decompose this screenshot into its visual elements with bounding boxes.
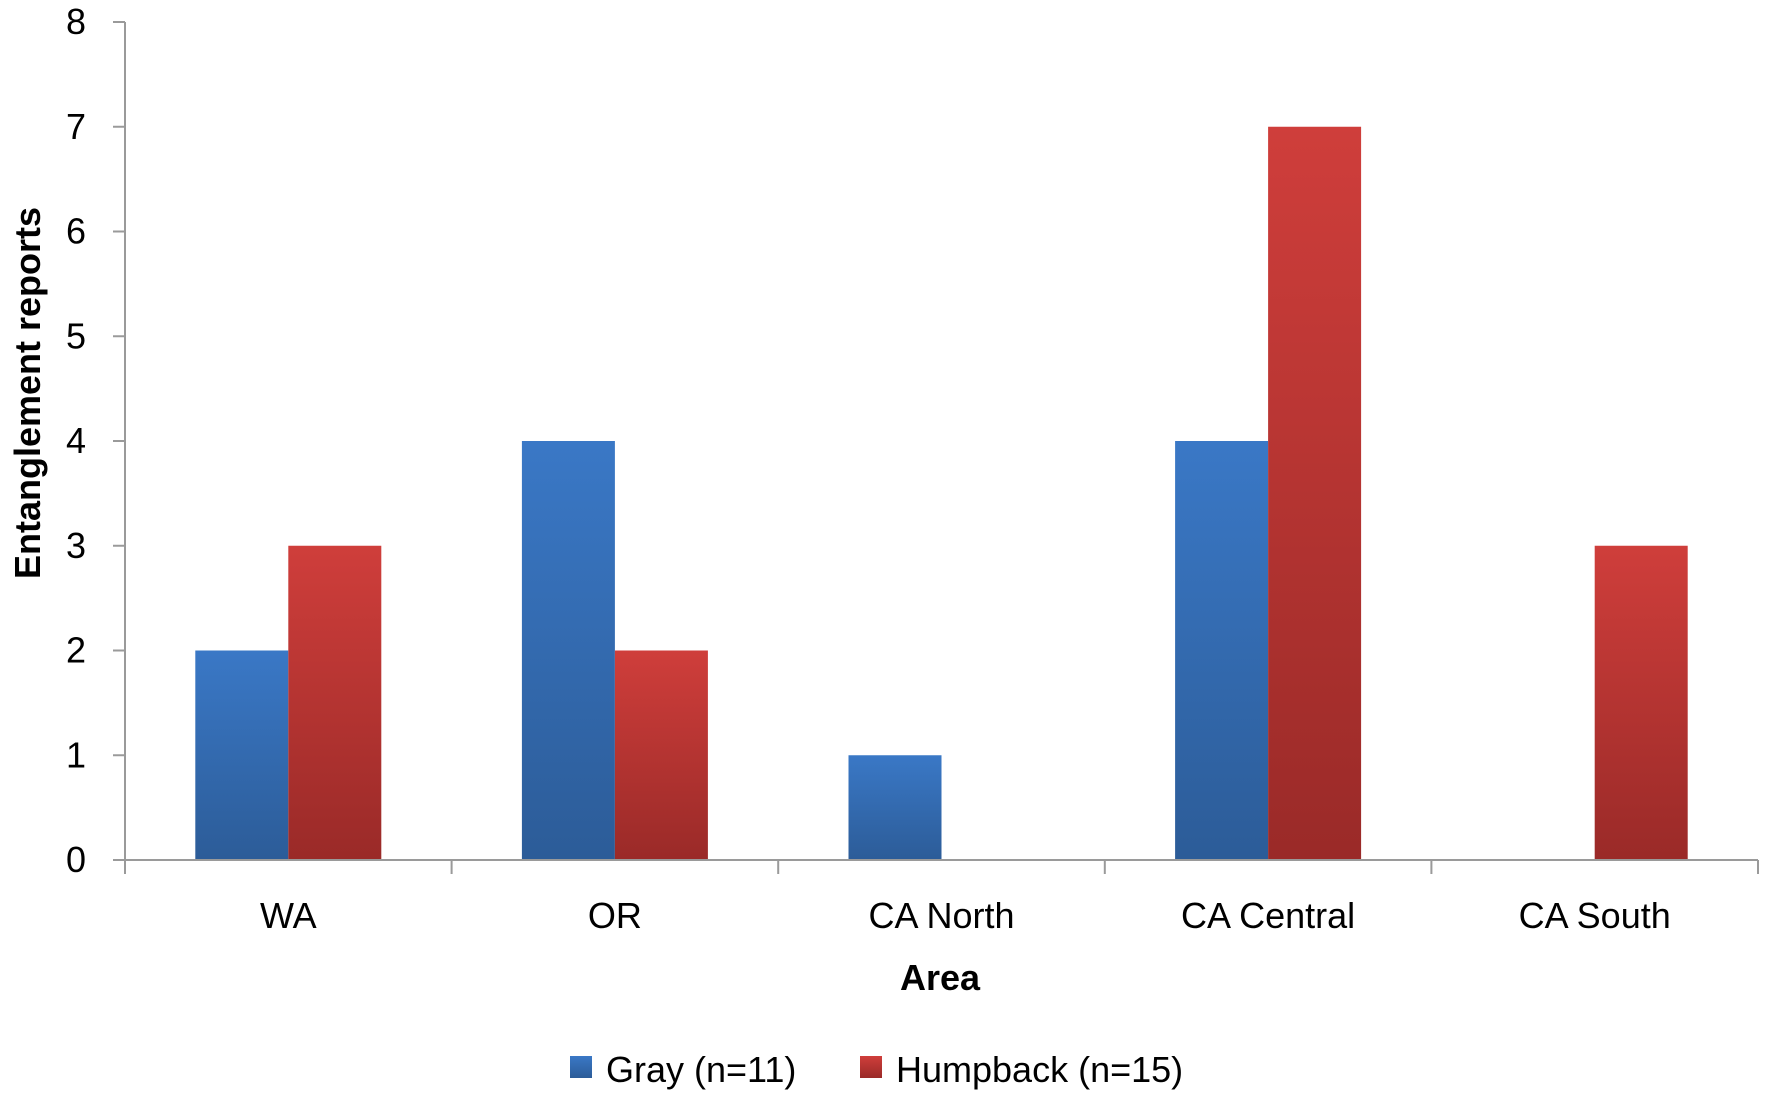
bar-humpback-or bbox=[614, 650, 708, 860]
bar-humpback-wa bbox=[288, 545, 382, 860]
x-tick-label: CA Central bbox=[1181, 895, 1355, 936]
legend-label: Gray (n=11) bbox=[606, 1049, 796, 1090]
y-tick-label: 8 bbox=[66, 1, 86, 42]
legend: Gray (n=11) Humpback (n=15) bbox=[570, 1049, 1183, 1090]
y-ticks: 0 1 2 3 4 5 6 7 8 bbox=[66, 1, 125, 880]
x-tick-label: OR bbox=[588, 895, 642, 936]
x-tick-label: CA North bbox=[868, 895, 1014, 936]
y-tick-label: 7 bbox=[66, 106, 86, 147]
bar-gray-or bbox=[521, 441, 615, 860]
bar-humpback-ca-south bbox=[1594, 545, 1688, 860]
y-tick-label: 5 bbox=[66, 315, 86, 356]
x-tick-label: CA South bbox=[1519, 895, 1671, 936]
legend-swatch bbox=[570, 1056, 592, 1078]
y-tick-label: 1 bbox=[66, 734, 86, 775]
y-tick-label: 4 bbox=[66, 420, 86, 461]
x-axis-title: Area bbox=[900, 957, 981, 998]
bars-layer bbox=[195, 126, 1688, 860]
legend-label: Humpback (n=15) bbox=[896, 1049, 1183, 1090]
bar-gray-ca-central bbox=[1175, 441, 1269, 860]
y-tick-label: 6 bbox=[66, 211, 86, 252]
y-tick-label: 2 bbox=[66, 630, 86, 671]
x-ticks: WA OR CA North CA Central CA South bbox=[124, 860, 1759, 936]
bar-humpback-ca-central bbox=[1268, 126, 1362, 860]
x-tick-label: WA bbox=[260, 895, 317, 936]
bar-gray-wa bbox=[195, 650, 289, 860]
y-tick-label: 3 bbox=[66, 525, 86, 566]
y-tick-label: 0 bbox=[66, 839, 86, 880]
legend-swatch bbox=[860, 1056, 882, 1078]
y-axis-title: Entanglement reports bbox=[7, 207, 48, 579]
bar-gray-ca-north bbox=[848, 755, 942, 860]
